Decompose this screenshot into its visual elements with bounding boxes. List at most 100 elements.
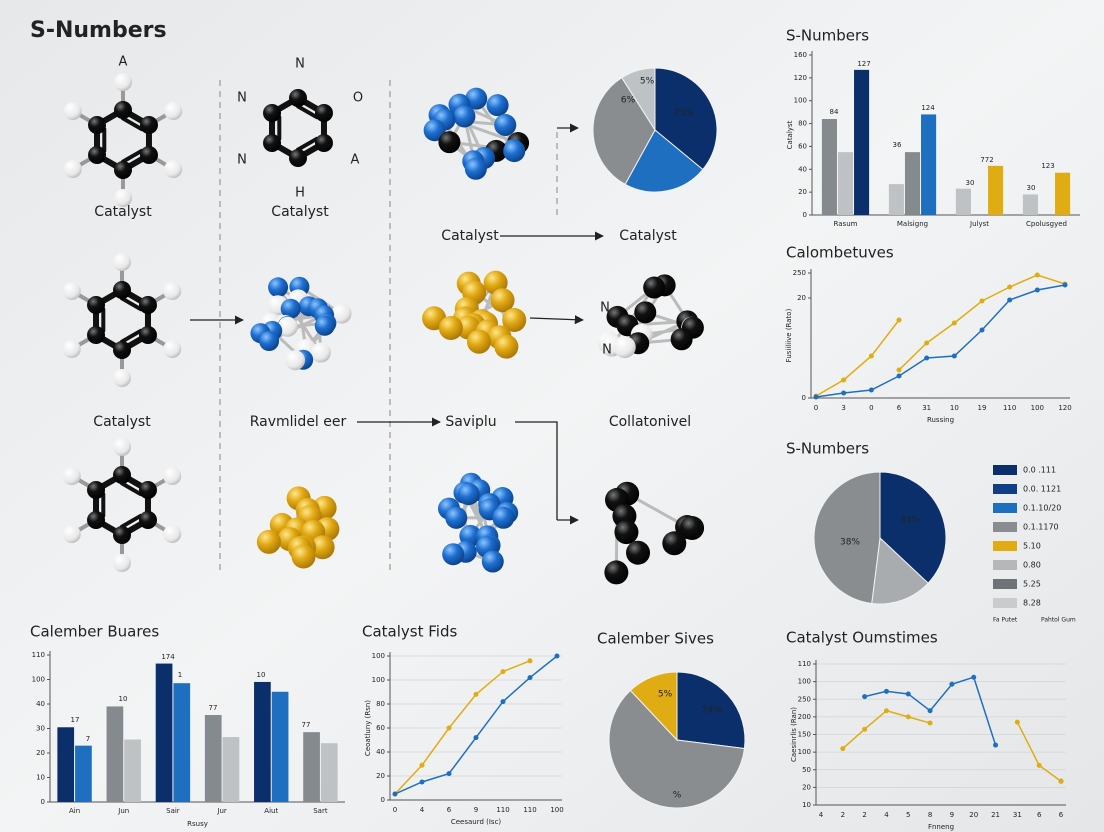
y-tick-label: 110 [798,660,811,668]
annotation: 174 [161,653,175,661]
bar [303,732,320,802]
point [1007,297,1013,303]
atom [314,134,333,152]
pie-slice [624,129,704,193]
point [905,691,911,697]
legend-label: 5.25 [1023,580,1041,589]
x-tick-label: Malsigng [897,220,928,228]
bond [276,285,323,355]
x-tick-label: 110 [496,806,509,814]
point [1058,778,1064,784]
molecule-label: Saviplu [445,414,496,430]
x-tick-label: 6 [897,404,902,412]
annotation: % [673,791,682,801]
legend-footer: Fa Putet [993,617,1018,624]
page-title: S-Numbers [30,18,167,43]
bond [121,116,144,132]
atom [87,296,106,314]
x-tick-label: 4 [884,811,889,819]
pie-slice [676,671,746,750]
legend-swatch [993,598,1017,608]
atom [464,157,487,180]
atom [634,301,657,324]
atom [164,102,183,120]
bond [296,136,319,152]
molecule-label: Catalyst [441,228,499,244]
x-tick-label: 6 [1037,811,1042,819]
atom-letter: O [353,91,363,106]
atom [438,316,463,341]
atom [310,342,331,363]
atom [114,161,132,179]
x-axis-label: Fnneng [928,823,954,831]
annotation: 127 [857,60,870,68]
point [500,699,506,705]
point [971,674,977,680]
point [1034,287,1040,293]
y-tick-label: 250 [793,269,806,277]
atom [88,116,107,134]
point [883,688,889,694]
atom-letter: N [600,301,610,316]
atom [277,316,298,337]
atom [114,101,132,119]
atom [492,506,515,529]
y-tick-label: 250 [798,695,811,703]
y-tick-label: 10 [36,774,45,782]
chart: Catalyst Oumstimes 10 20 50 100 150 200 250 100 1… [786,629,1066,831]
x-axis-label: Ceesaurd (Isc) [451,818,502,826]
y-tick-label: 20 [798,188,807,196]
atom [113,438,131,456]
atom [626,540,651,565]
point [473,735,479,741]
atom [331,303,352,324]
x-tick-label: 4 [420,806,425,814]
atom [310,535,335,560]
pie-slice [592,76,656,186]
pie-slice [608,689,746,809]
y-axis-label: Caesinrlis (Ran) [790,707,798,762]
bar [204,715,222,802]
point [392,791,398,797]
atom [113,253,131,271]
y-tick-label: 50 [802,766,811,774]
y-tick-label: 100 [794,97,807,105]
y-tick-label: 100 [798,748,811,756]
y-tick-label: 20 [797,294,806,302]
legend-label: 0.1.1170 [1023,523,1059,532]
atom [466,329,491,354]
pie-slice [879,471,947,584]
x-tick-label: 2 [841,811,845,819]
point [896,367,902,373]
y-axis-label: Fusiiliive (Rato) [785,308,793,362]
atom [164,160,183,178]
atom [481,550,504,573]
atom [62,282,81,300]
y-axis-label: Ceoatluny (Rsn) [364,700,372,756]
atom [643,276,666,299]
x-tick-label: Jur [216,807,227,815]
x-tick-label: 19 [978,404,987,412]
y-tick-label: 20 [36,749,45,757]
point [862,694,868,700]
y-tick-label: 100 [372,652,385,660]
bar [222,737,240,802]
annotation: 5% [640,77,655,87]
atom [465,87,488,110]
atom [670,328,693,351]
chart: Calember Sives 5% 24%% [597,630,746,809]
x-tick-label: 110 [523,806,536,814]
x-tick-label: 31 [1013,811,1022,819]
bar [124,739,141,802]
atom [285,350,306,371]
point [1062,282,1068,288]
atom [87,481,106,499]
point [527,658,533,664]
y-axis-label: Catalyst [786,120,794,149]
chart-title: Calember Buares [30,623,159,641]
atom [138,511,157,529]
y-tick-label: 40 [798,165,807,173]
x-tick-label: 5 [906,811,910,819]
